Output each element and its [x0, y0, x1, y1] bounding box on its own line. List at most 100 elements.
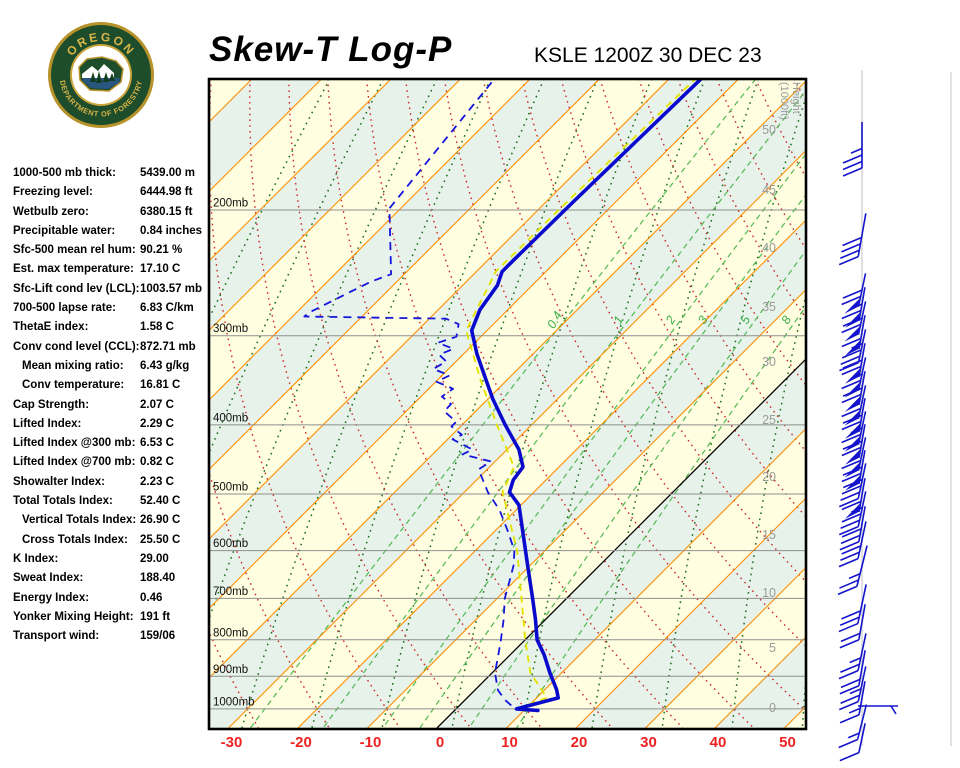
stat-row: Lifted Index @300 mb: 6.53 C — [13, 434, 213, 453]
wind-barb — [841, 398, 866, 439]
svg-text:900mb: 900mb — [213, 664, 248, 676]
svg-text:50: 50 — [779, 734, 796, 751]
stat-row: Vertical Totals Index: 26.90 C — [13, 511, 213, 530]
svg-text:30: 30 — [762, 355, 776, 369]
stat-label: ThetaE index: — [13, 321, 89, 334]
stat-value: 25.50 C — [140, 533, 181, 546]
svg-text:700mb: 700mb — [213, 586, 248, 598]
stat-value: 188.40 — [140, 572, 176, 585]
stat-label: Est. max temperature: — [13, 263, 134, 276]
stat-label: Sfc-Lift cond lev (LCL): — [13, 282, 140, 295]
stat-row: Est. max temperature: 17.10 C — [13, 260, 213, 279]
temp-axis-labels: -30 -20 -10 0 10 20 30 40 50 — [221, 734, 796, 751]
stats-panel: 1000-500 mb thick: 5439.00 m Freezing leve… — [13, 164, 213, 646]
stat-label: Sfc-500 mean rel hum: — [13, 244, 136, 257]
stat-row: Precipitable water: 0.84 inches — [13, 222, 213, 241]
stat-label: Lifted Index: — [13, 417, 82, 430]
svg-text:-20: -20 — [290, 734, 312, 751]
svg-text:5: 5 — [769, 641, 776, 655]
wind-barb — [837, 545, 868, 596]
svg-text:10: 10 — [501, 734, 518, 751]
stat-label: Lifted Index @700 mb: — [13, 456, 136, 469]
stat-row: Lifted Index: 2.29 C — [13, 415, 213, 434]
temperature-trace — [469, 80, 703, 713]
stat-value: 29.00 — [140, 552, 169, 565]
stat-value: 2.07 C — [140, 398, 174, 411]
svg-text:1000mb: 1000mb — [213, 696, 255, 708]
plot-area: 0.4 1 2 3 5 8200mb300mb400mb500mb600mb700mb80… — [210, 80, 805, 728]
svg-text:-10: -10 — [360, 734, 382, 751]
stat-label: Freezing level: — [13, 186, 93, 199]
stat-value: 5439.00 m — [140, 167, 195, 179]
stat-row: Cap Strength: 2.07 C — [13, 396, 213, 415]
stat-value: 17.10 C — [140, 263, 181, 276]
wind-barb — [841, 371, 866, 412]
background-bands — [210, 80, 805, 728]
svg-text:0: 0 — [436, 734, 444, 751]
stat-label: Transport wind: — [13, 630, 100, 643]
station-id: KSLE 1200Z 30 DEC 23 — [534, 44, 762, 67]
stat-value: 6.53 C — [140, 437, 174, 450]
stat-value: 1.58 C — [140, 321, 174, 334]
svg-text:500mb: 500mb — [213, 482, 248, 494]
svg-text:15: 15 — [762, 528, 776, 542]
isotherms — [210, 80, 805, 728]
stat-row: Energy Index: 0.46 — [13, 589, 213, 608]
stat-label: Vertical Totals Index: — [22, 514, 137, 527]
dry-adiabats — [210, 80, 805, 728]
stat-row: Sweat Index: 188.40 — [13, 569, 213, 588]
stat-row: Yonker Mixing Height: 191 ft — [13, 608, 213, 627]
wind-barb — [838, 521, 867, 568]
stat-row: Sfc-500 mean rel hum: 90.21 % — [13, 241, 213, 260]
stat-label: 700-500 lapse rate: — [13, 302, 116, 315]
svg-text:300mb: 300mb — [213, 323, 248, 335]
pressure-labels: 200mb 300mb 400mb 500mb 600mb 700mb 800mb 900mb… — [213, 198, 255, 709]
pressure-lines — [210, 209, 805, 710]
stat-value: 159/06 — [140, 630, 176, 643]
plot-border — [207, 77, 808, 731]
svg-text:40: 40 — [710, 734, 727, 751]
stat-value: 52.40 C — [140, 495, 181, 508]
stat-label: Conv temperature: — [22, 379, 125, 392]
stat-row: Sfc-Lift cond lev (LCL): 1003.57 mb — [13, 280, 213, 299]
wind-barb-column — [837, 70, 952, 762]
stat-value: 2.29 C — [140, 417, 174, 430]
wind-barb — [839, 604, 866, 649]
wind-barb — [838, 666, 867, 711]
stat-value: 16.81 C — [140, 379, 181, 392]
stat-row: Lifted Index @700 mb: 0.82 C — [13, 453, 213, 472]
page-title: Skew-T Log-P — [209, 30, 453, 69]
dewpoint-trace — [303, 80, 538, 712]
stat-value: 6444.98 ft — [140, 186, 193, 199]
stat-label: Yonker Mixing Height: — [13, 610, 134, 623]
svg-text:(1000ft): (1000ft) — [778, 82, 790, 120]
stat-label: Precipitable water: — [13, 224, 116, 237]
stat-row: Mean mixing ratio: 6.43 g/kg — [13, 357, 213, 376]
svg-text:30: 30 — [640, 734, 657, 751]
svg-text:40: 40 — [762, 241, 776, 255]
odf-logo: OREGON DEPARTMENT OF FORESTRY — [48, 22, 154, 128]
wind-barb — [841, 301, 867, 342]
stat-label: Sweat Index: — [13, 572, 84, 585]
stat-value: 0.82 C — [140, 456, 174, 469]
svg-text:600mb: 600mb — [213, 538, 248, 550]
svg-text:0: 0 — [769, 701, 776, 715]
stat-label: Cross Totals Index: — [22, 533, 128, 546]
stat-value: 6.43 g/kg — [140, 359, 190, 372]
svg-text:-30: -30 — [221, 734, 243, 751]
svg-text:20: 20 — [762, 470, 776, 484]
stat-row: Conv temperature: 16.81 C — [13, 376, 213, 395]
stat-value: 6380.15 ft — [140, 205, 193, 218]
stat-row: Wetbulb zero: 6380.15 ft — [13, 203, 213, 222]
stat-value: 2.23 C — [140, 475, 174, 488]
wind-barb — [838, 491, 867, 536]
stat-value: 26.90 C — [140, 514, 181, 527]
stat-row: K Index: 29.00 — [13, 550, 213, 569]
wind-barb — [838, 584, 867, 633]
stat-value: 1003.57 mb — [140, 282, 203, 295]
surface-wind-barb — [858, 705, 898, 715]
wind-barb — [838, 463, 867, 508]
stat-row: Total Totals Index: 52.40 C — [13, 492, 213, 511]
